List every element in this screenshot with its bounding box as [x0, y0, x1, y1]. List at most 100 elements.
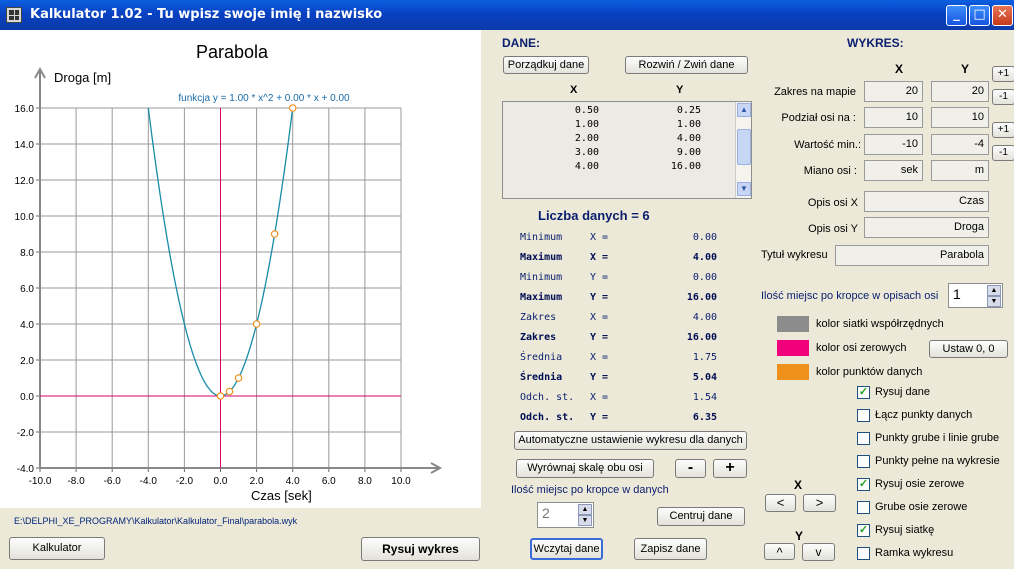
x-tick-label: -10.0 [29, 476, 52, 487]
axis-decimals-label: Ilość miejsc po kropce w opisach osi [761, 290, 939, 302]
data-point [252, 320, 261, 328]
list-item[interactable]: 1.00 1.00 [503, 119, 736, 133]
scroll-down-icon[interactable]: ▼ [737, 182, 751, 196]
tytul-field[interactable]: Parabola [835, 245, 989, 266]
dane-header: DANE: [502, 36, 540, 50]
checkbox-box[interactable] [857, 455, 870, 468]
color-swatch[interactable] [777, 364, 809, 380]
miano-x-field[interactable]: sek [864, 160, 923, 181]
stat-value: 16.00 [686, 332, 717, 343]
x-axis-label: Czas [sek] [251, 488, 312, 503]
list-item[interactable]: 0.50 0.25 [503, 105, 736, 119]
kalkulator-button[interactable]: Kalkulator [9, 537, 105, 560]
move-down-button[interactable]: v [802, 543, 835, 561]
minimize-icon: _ [953, 7, 960, 22]
centruj-dane-button[interactable]: Centruj dane [657, 507, 745, 526]
opis-y-field[interactable]: Droga [864, 217, 989, 238]
wyrownaj-skale-button[interactable]: Wyrównaj skalę obu osi [516, 459, 654, 478]
data-point [234, 374, 243, 382]
checkbox-box[interactable] [857, 501, 870, 514]
checkbox[interactable]: Łącz punkty danych [857, 409, 1007, 424]
maximize-button[interactable]: □ [969, 5, 990, 26]
porzadkuj-button[interactable]: Porządkuj dane [503, 56, 589, 74]
wartosc-plus-button[interactable]: +1 [992, 122, 1014, 138]
list-item-y: 16.00 [670, 161, 701, 172]
checkbox-box[interactable] [857, 432, 870, 445]
x-axis-arrow-icon [430, 462, 443, 474]
list-item[interactable]: 2.00 4.00 [503, 133, 736, 147]
opis-y-label: Opis osi Y [808, 223, 858, 235]
scroll-up-icon[interactable]: ▲ [737, 103, 751, 117]
auto-setup-button[interactable]: Automatyczne ustawienie wykresu dla dany… [514, 431, 747, 450]
checkbox-label: Punkty pełne na wykresie [875, 455, 1000, 467]
checkbox-label: Rysuj dane [875, 386, 931, 398]
checkbox[interactable]: ✓ Rysuj dane [857, 386, 1007, 401]
stat-value: 4.00 [692, 312, 717, 323]
file-path: E:\DELPHI_XE_PROGRAMY\Kalkulator\Kalkula… [14, 516, 298, 526]
move-up-button[interactable]: ^ [764, 543, 795, 560]
rozwin-zwin-button[interactable]: Rozwiń / Zwiń dane [625, 56, 748, 74]
checkbox-box[interactable]: ✓ [857, 386, 870, 399]
axis-decimals-value: 1 [953, 286, 961, 302]
data-listbox[interactable]: 0.50 0.25 1.00 1.00 2.00 4.00 3.00 9.00 4.00 16.0… [502, 101, 752, 199]
zapisz-dane-button[interactable]: Zapisz dane [634, 538, 707, 560]
checkbox-box[interactable] [857, 409, 870, 422]
list-scrollbar[interactable]: ▲ ▼ [735, 102, 751, 198]
zoom-out-button[interactable]: - [675, 459, 706, 478]
checkbox-box[interactable]: ✓ [857, 478, 870, 491]
color-swatch[interactable] [777, 316, 809, 332]
list-item-y: 0.25 [676, 105, 701, 116]
zakres-y-field[interactable]: 20 [931, 81, 989, 102]
zoom-in-button[interactable]: + [713, 459, 747, 478]
spin-up-icon[interactable]: ▲ [987, 285, 1001, 296]
close-button[interactable]: ✕ [992, 5, 1013, 26]
x-tick-label: -4.0 [140, 476, 158, 487]
wartosc-minus-button[interactable]: -1 [992, 145, 1014, 161]
list-item-y: 1.00 [676, 119, 701, 130]
checkbox[interactable]: Punkty grube i linie grube [857, 432, 1007, 447]
app-icon[interactable] [6, 7, 22, 23]
checkbox-box[interactable] [857, 547, 870, 560]
stat-axis: X = [590, 392, 609, 403]
zakres-x-field[interactable]: 20 [864, 81, 923, 102]
y-tick-label: 2.0 [20, 356, 34, 367]
stat-axis: X = [590, 252, 609, 263]
chart-title: Parabola [196, 42, 269, 62]
move-right-button[interactable]: > [803, 494, 836, 512]
data-decimals-spinner[interactable]: 2 ▲ ▼ [537, 502, 594, 528]
move-x-label: X [794, 478, 803, 492]
stat-axis: Y = [590, 332, 609, 343]
opis-x-field[interactable]: Czas [864, 191, 989, 212]
list-item[interactable]: 3.00 9.00 [503, 147, 736, 161]
y-tick-label: -4.0 [17, 464, 35, 475]
checkbox[interactable]: Ramka wykresu [857, 547, 1007, 562]
list-item-y: 4.00 [676, 133, 701, 144]
wartosc-y-field[interactable]: -4 [931, 134, 989, 155]
stat-value: 1.54 [692, 392, 717, 403]
wartosc-x-field[interactable]: -10 [864, 134, 923, 155]
color-swatch[interactable] [777, 340, 809, 356]
stat-name: Odch. st. [520, 412, 575, 423]
ustaw-zero-button[interactable]: Ustaw 0, 0 [929, 340, 1008, 358]
podzial-x-field[interactable]: 10 [864, 107, 923, 128]
move-left-button[interactable]: < [765, 494, 796, 512]
list-item[interactable]: 4.00 16.00 [503, 161, 736, 175]
spin-up-icon[interactable]: ▲ [578, 504, 592, 515]
scroll-thumb[interactable] [737, 129, 751, 165]
checkbox-box[interactable]: ✓ [857, 524, 870, 537]
miano-y-field[interactable]: m [931, 160, 989, 181]
checkbox[interactable]: ✓ Rysuj siatkę [857, 524, 1007, 539]
zakres-plus-button[interactable]: +1 [992, 66, 1014, 82]
podzial-y-field[interactable]: 10 [931, 107, 989, 128]
wczytaj-dane-button[interactable]: Wczytaj dane [530, 538, 603, 560]
stat-name: Maximum [520, 292, 563, 303]
checkbox[interactable]: Punkty pełne na wykresie [857, 455, 1007, 470]
zakres-minus-button[interactable]: -1 [992, 89, 1014, 105]
axis-decimals-spinner[interactable]: 1 ▲ ▼ [948, 283, 1003, 308]
checkbox[interactable]: Grube osie zerowe [857, 501, 1007, 516]
spin-down-icon[interactable]: ▼ [987, 296, 1001, 307]
rysuj-wykres-button[interactable]: Rysuj wykres [361, 537, 480, 561]
spin-down-icon[interactable]: ▼ [578, 515, 592, 526]
checkbox[interactable]: ✓ Rysuj osie zerowe [857, 478, 1007, 493]
minimize-button[interactable]: _ [946, 5, 967, 26]
